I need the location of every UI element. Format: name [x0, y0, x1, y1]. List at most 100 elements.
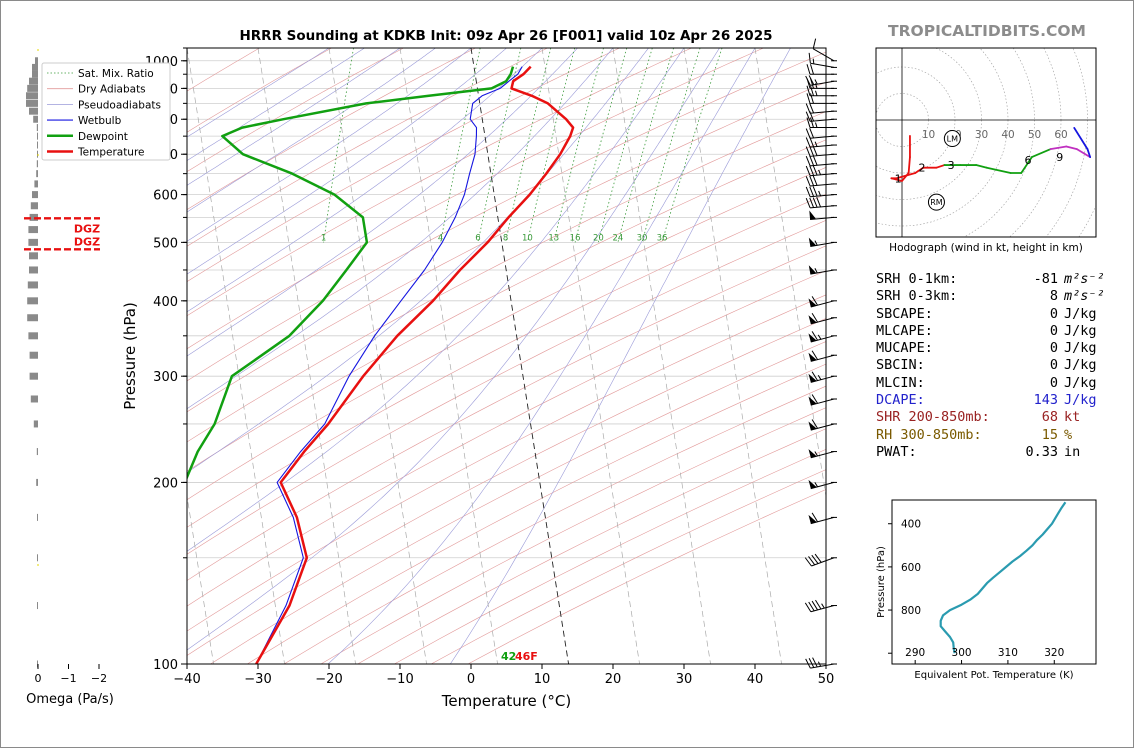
x-tick-label: 50: [818, 672, 835, 687]
mixing-ratio-label: 30: [637, 233, 648, 243]
index-label: MUCAPE:: [876, 340, 988, 357]
mixing-ratio-label: 20: [593, 233, 604, 243]
theta-e-x-label: Equivalent Pot. Temperature (K): [914, 670, 1073, 681]
index-unit: m²s⁻²: [1058, 271, 1105, 288]
x-tick-label: −40: [173, 672, 200, 687]
omega-bar: [28, 239, 38, 246]
dgz-label: DGZ: [74, 222, 100, 235]
mixing-ratio-label: 13: [548, 233, 559, 243]
legend-entry: Sat. Mix. Ratio: [78, 68, 154, 80]
y-tick-label: 200: [153, 476, 178, 491]
index-label: SRH 0-3km:: [876, 288, 988, 305]
omega-bar: [30, 352, 38, 359]
legend-entry: Temperature: [77, 147, 145, 159]
theta-e-x-tick-label: 300: [952, 647, 972, 659]
omega-bar: [37, 602, 38, 609]
dgz-label: DGZ: [74, 235, 100, 248]
index-value: 8: [988, 288, 1058, 305]
x-tick-label: −30: [244, 672, 271, 687]
omega-bar: [31, 202, 38, 209]
y-tick-label: 100: [153, 658, 178, 673]
y-tick-label: 300: [153, 370, 178, 385]
omega-x-tick-label: −2: [91, 672, 107, 685]
brand-watermark: TROPICALTIDBITS.COM: [888, 22, 1086, 40]
omega-bar: [36, 170, 38, 177]
hodograph-height-label: 1: [895, 172, 902, 185]
legend-entry: Pseudoadiabats: [78, 99, 161, 111]
surface-temp-label: 46F: [515, 650, 538, 663]
omega-bar: [37, 160, 38, 167]
x-tick-label: 30: [676, 672, 693, 687]
index-row: RH 300-850mb:15%: [876, 427, 1105, 444]
index-unit: J/kg: [1058, 306, 1097, 323]
x-tick-label: −10: [386, 672, 413, 687]
omega-bar: [29, 108, 38, 115]
omega-bar: [29, 78, 38, 85]
hodograph-ring-label: 10: [922, 129, 935, 141]
index-unit: J/kg: [1058, 375, 1097, 392]
hodograph-height-label: 6: [1024, 154, 1031, 167]
omega-bar: [32, 64, 38, 71]
index-label: PWAT:: [876, 444, 988, 461]
chart-title: HRRR Sounding at KDKB Init: 09z Apr 26 […: [239, 28, 772, 44]
y-tick-label: 400: [153, 295, 178, 310]
omega-bar: [27, 314, 38, 321]
omega-bar: [36, 479, 38, 486]
hodograph-caption: Hodograph (wind in kt, height in km): [889, 242, 1083, 254]
mixing-ratio-label: 36: [657, 233, 668, 243]
mixing-ratio-label: 6: [475, 233, 480, 243]
omega-bar: [34, 180, 38, 187]
y-tick-label: 600: [153, 189, 178, 204]
index-unit: J/kg: [1058, 357, 1097, 374]
theta-e-frame: [892, 500, 1096, 664]
x-axis-label: Temperature (°C): [441, 692, 571, 710]
theta-e-x-tick-label: 310: [998, 647, 1018, 659]
legend-entry: Wetbulb: [78, 115, 122, 127]
index-value: 0: [988, 340, 1058, 357]
index-value: 0.33: [988, 444, 1058, 461]
omega-bar: [30, 373, 38, 380]
omega-bar: [27, 85, 38, 92]
index-unit: %: [1058, 427, 1072, 444]
omega-bar: [32, 191, 38, 198]
hodograph-ring-label: 40: [1001, 129, 1014, 141]
hodograph-ring-label: 50: [1028, 129, 1041, 141]
x-tick-label: −20: [315, 672, 342, 687]
y-axis-label: Pressure (hPa): [121, 302, 139, 410]
omega-bar: [31, 395, 38, 402]
omega-bar: [26, 100, 38, 107]
omega-bar: [37, 514, 38, 521]
hodograph-height-label: 9: [1056, 151, 1063, 164]
x-tick-label: 40: [747, 672, 764, 687]
omega-x-label: Omega (Pa/s): [26, 692, 114, 707]
theta-e-y-tick-label: 400: [901, 519, 921, 531]
hodograph-ring-label: 30: [975, 129, 988, 141]
index-value: -81: [988, 271, 1058, 288]
omega-bar: [37, 142, 38, 149]
index-value: 15: [988, 427, 1058, 444]
index-value: 143: [988, 392, 1058, 409]
mixing-ratio-label: 8: [503, 233, 508, 243]
legend-entry: Dewpoint: [78, 131, 128, 143]
theta-e-y-tick-label: 600: [901, 562, 921, 574]
mixing-ratio-label: 16: [570, 233, 581, 243]
index-value: 0: [988, 357, 1058, 374]
index-unit: J/kg: [1058, 392, 1097, 409]
omega-bar: [29, 266, 38, 273]
storm-motion-label: LM: [947, 135, 958, 144]
hodograph-height-label: 3: [948, 159, 955, 172]
omega-bar: [28, 226, 38, 233]
omega-bar: [29, 252, 38, 259]
omega-bar: [33, 116, 38, 123]
theta-e-x-tick-label: 290: [905, 647, 925, 659]
y-tick-label: 500: [153, 236, 178, 251]
index-label: SBCAPE:: [876, 306, 988, 323]
